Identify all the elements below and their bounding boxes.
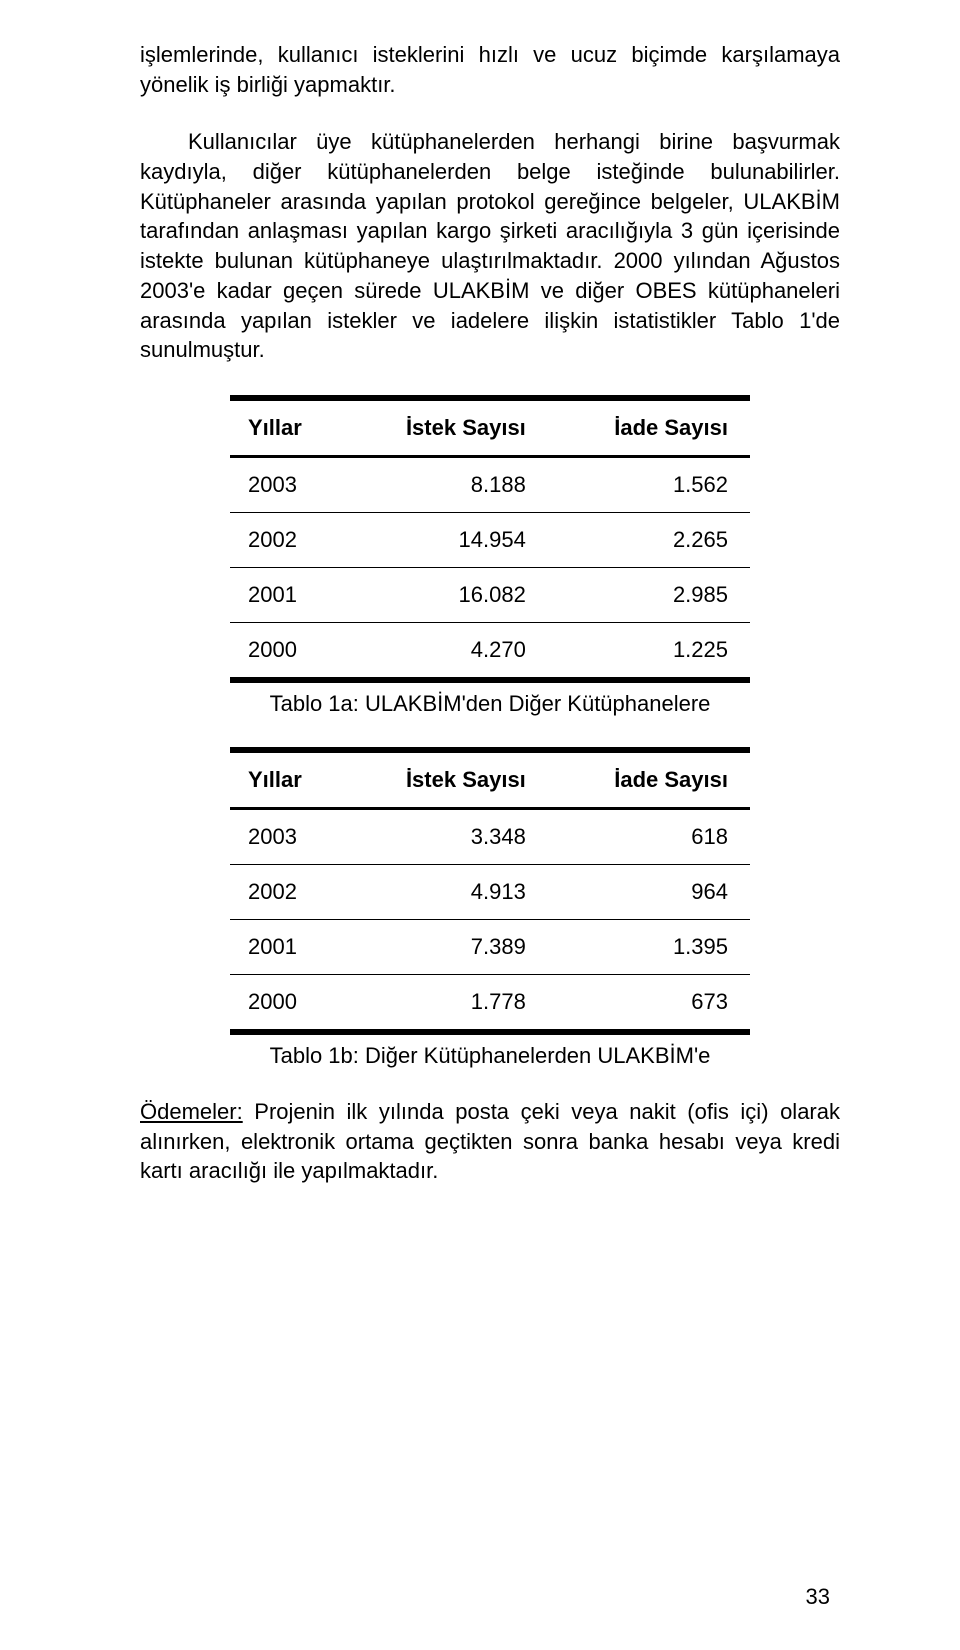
table-a: Yıllar İstek Sayısı İade Sayısı 2003 8.1… xyxy=(230,395,750,683)
cell-year: 2003 xyxy=(230,810,338,864)
paragraph-3: Ödemeler: Projenin ilk yılında posta çek… xyxy=(140,1097,840,1186)
table-row: 2003 3.348 618 xyxy=(230,810,750,864)
table-a-caption: Tablo 1a: ULAKBİM'den Diğer Kütüphaneler… xyxy=(140,691,840,717)
cell-requests: 7.389 xyxy=(338,919,548,974)
table-row: 2001 7.389 1.395 xyxy=(230,919,750,974)
table-b: Yıllar İstek Sayısı İade Sayısı 2003 3.3… xyxy=(230,747,750,1035)
cell-returns: 964 xyxy=(548,864,750,919)
table-row: 2000 1.778 673 xyxy=(230,974,750,1029)
cell-requests: 1.778 xyxy=(338,974,548,1029)
cell-year: 2000 xyxy=(230,622,338,677)
cell-year: 2001 xyxy=(230,567,338,622)
cell-year: 2000 xyxy=(230,974,338,1029)
cell-requests: 4.270 xyxy=(338,622,548,677)
table-row: 2003 8.188 1.562 xyxy=(230,458,750,512)
table-a-header-requests: İstek Sayısı xyxy=(338,401,548,458)
table-b-caption: Tablo 1b: Diğer Kütüphanelerden ULAKBİM'… xyxy=(140,1043,840,1069)
table-row: 2002 4.913 964 xyxy=(230,864,750,919)
cell-returns: 1.395 xyxy=(548,919,750,974)
table-b-header-requests: İstek Sayısı xyxy=(338,753,548,810)
cell-requests: 8.188 xyxy=(338,458,548,512)
cell-returns: 673 xyxy=(548,974,750,1029)
table-row: 2002 14.954 2.265 xyxy=(230,512,750,567)
table-a-header-years: Yıllar xyxy=(230,401,338,458)
paragraph-1: işlemlerinde, kullanıcı isteklerini hızl… xyxy=(140,40,840,99)
paragraph-3-rest: Projenin ilk yılında posta çeki veya nak… xyxy=(140,1099,840,1183)
table-b-header-years: Yıllar xyxy=(230,753,338,810)
table-row: 2000 4.270 1.225 xyxy=(230,622,750,677)
table-a-header-returns: İade Sayısı xyxy=(548,401,750,458)
page-number: 33 xyxy=(806,1584,830,1610)
cell-returns: 2.265 xyxy=(548,512,750,567)
paragraph-2: Kullanıcılar üye kütüphanelerden herhang… xyxy=(140,127,840,365)
cell-returns: 1.562 xyxy=(548,458,750,512)
table-row: 2001 16.082 2.985 xyxy=(230,567,750,622)
table-b-header-returns: İade Sayısı xyxy=(548,753,750,810)
cell-requests: 16.082 xyxy=(338,567,548,622)
cell-requests: 3.348 xyxy=(338,810,548,864)
cell-year: 2003 xyxy=(230,458,338,512)
table-a-wrapper: Yıllar İstek Sayısı İade Sayısı 2003 8.1… xyxy=(140,395,840,683)
cell-requests: 14.954 xyxy=(338,512,548,567)
cell-year: 2002 xyxy=(230,864,338,919)
cell-returns: 1.225 xyxy=(548,622,750,677)
cell-returns: 618 xyxy=(548,810,750,864)
paragraph-3-lead: Ödemeler: xyxy=(140,1099,243,1124)
cell-requests: 4.913 xyxy=(338,864,548,919)
table-b-wrapper: Yıllar İstek Sayısı İade Sayısı 2003 3.3… xyxy=(140,747,840,1035)
cell-returns: 2.985 xyxy=(548,567,750,622)
cell-year: 2001 xyxy=(230,919,338,974)
cell-year: 2002 xyxy=(230,512,338,567)
